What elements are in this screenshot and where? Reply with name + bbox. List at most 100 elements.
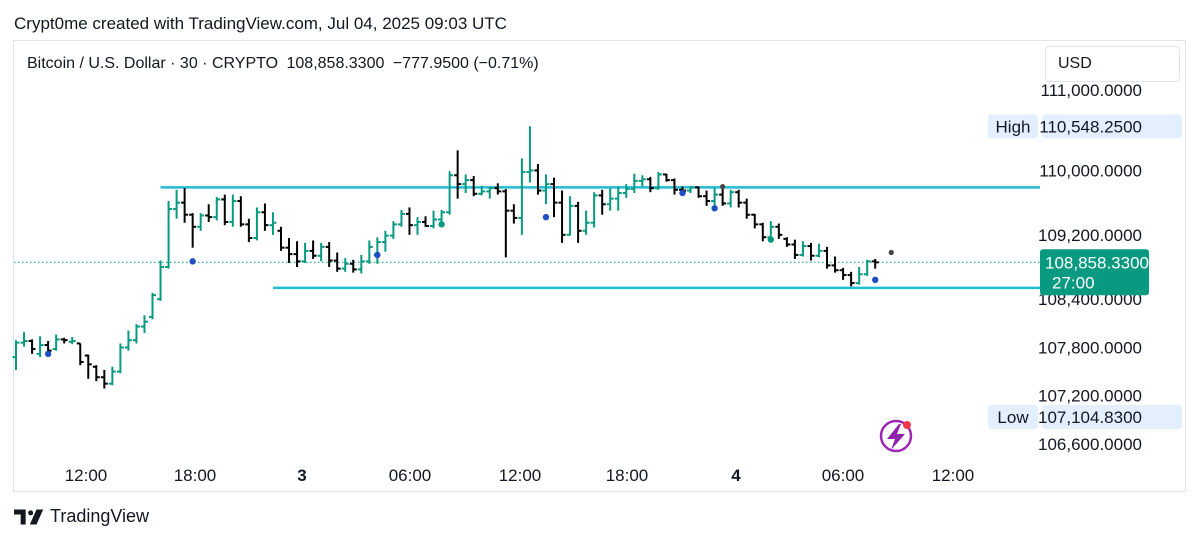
ohlc-bar[interactable] <box>245 218 253 243</box>
ohlc-bar[interactable] <box>831 256 839 273</box>
ohlc-bar[interactable] <box>20 332 28 347</box>
ohlc-bar[interactable] <box>116 343 124 374</box>
ohlc-bar[interactable] <box>783 237 791 247</box>
ohlc-bar[interactable] <box>149 292 157 320</box>
ohlc-bar[interactable] <box>518 158 526 235</box>
ohlc-bar[interactable] <box>486 186 494 199</box>
ohlc-bar[interactable] <box>815 243 823 258</box>
ohlc-bar[interactable] <box>510 204 518 224</box>
ohlc-bar[interactable] <box>863 259 871 276</box>
ohlc-bar[interactable] <box>405 207 413 235</box>
ohlc-bar[interactable] <box>807 242 815 261</box>
ohlc-bar[interactable] <box>381 230 389 252</box>
ohlc-bar[interactable] <box>181 188 189 223</box>
ohlc-bar[interactable] <box>293 241 301 267</box>
ohlc-bar[interactable] <box>534 164 542 195</box>
ohlc-bar[interactable] <box>526 126 534 183</box>
ohlc-bar[interactable] <box>855 267 863 285</box>
ohlc-bar[interactable] <box>60 337 68 344</box>
ohlc-bar[interactable] <box>574 201 582 243</box>
ohlc-bar[interactable] <box>325 242 333 267</box>
ohlc-bar[interactable] <box>124 330 132 351</box>
ohlc-bar[interactable] <box>550 177 558 218</box>
ohlc-bar[interactable] <box>317 242 325 262</box>
ohlc-bar[interactable] <box>847 271 855 287</box>
ohlc-bar[interactable] <box>68 336 76 345</box>
ohlc-bar[interactable] <box>197 213 205 231</box>
ohlc-bar[interactable] <box>454 150 462 199</box>
ohlc-bar[interactable] <box>349 259 357 273</box>
ohlc-bar[interactable] <box>389 221 397 239</box>
ohlc-bar[interactable] <box>84 354 92 379</box>
ohlc-bar[interactable] <box>157 260 165 301</box>
ohlc-bar[interactable] <box>52 334 60 351</box>
ohlc-bar[interactable] <box>341 258 349 272</box>
ohlc-bar[interactable] <box>36 336 44 358</box>
ohlc-bar[interactable] <box>622 184 630 198</box>
ohlc-bar[interactable] <box>606 188 614 211</box>
ohlc-bar[interactable] <box>630 173 638 193</box>
ohlc-bar[interactable] <box>494 183 502 195</box>
ohlc-bar[interactable] <box>12 340 20 370</box>
ohlc-bar[interactable] <box>397 209 405 227</box>
ohlc-bar[interactable] <box>791 239 799 259</box>
currency-button[interactable]: USD <box>1045 46 1180 82</box>
ohlc-bar[interactable] <box>646 176 654 193</box>
ohlc-bar[interactable] <box>558 190 566 243</box>
ohlc-bar[interactable] <box>727 189 735 208</box>
ohlc-bar[interactable] <box>743 198 751 219</box>
ohlc-bar[interactable] <box>309 240 317 259</box>
ohlc-bar[interactable] <box>213 197 221 221</box>
ohlc-bar[interactable] <box>462 174 470 193</box>
ohlc-bar[interactable] <box>301 242 309 263</box>
ohlc-bar[interactable] <box>269 212 277 235</box>
ohlc-bar[interactable] <box>422 216 430 227</box>
ohlc-bar[interactable] <box>638 175 646 187</box>
ohlc-bar[interactable] <box>132 324 140 344</box>
ohlc-bar[interactable] <box>654 172 662 190</box>
ohlc-bar[interactable] <box>140 315 148 333</box>
ohlc-bar[interactable] <box>598 189 606 215</box>
ohlc-bar[interactable] <box>759 222 767 242</box>
ohlc-bar[interactable] <box>365 240 373 264</box>
ohlc-bar[interactable] <box>92 365 100 382</box>
ohlc-bar[interactable] <box>670 178 678 195</box>
ohlc-bar[interactable] <box>735 189 743 208</box>
ohlc-bar[interactable] <box>357 254 365 274</box>
ohlc-bar[interactable] <box>76 342 84 366</box>
ohlc-bar[interactable] <box>189 213 197 248</box>
ohlc-bar[interactable] <box>470 176 478 197</box>
ohlc-bar[interactable] <box>775 223 783 239</box>
ohlc-bar[interactable] <box>502 188 510 258</box>
ohlc-bar[interactable] <box>751 213 759 229</box>
ohlc-bar[interactable] <box>165 201 173 269</box>
last-price-badge[interactable] <box>1040 249 1149 296</box>
lightning-alert-icon[interactable] <box>879 419 913 453</box>
ohlc-bar[interactable] <box>799 241 807 257</box>
ohlc-bar[interactable] <box>373 237 381 264</box>
ohlc-bar[interactable] <box>662 173 670 182</box>
ohlc-bar[interactable] <box>108 366 116 386</box>
ohlc-bar[interactable] <box>285 238 293 263</box>
ohlc-bar[interactable] <box>205 204 213 222</box>
ohlc-bar[interactable] <box>414 217 421 235</box>
ohlc-bar[interactable] <box>28 339 36 354</box>
ohlc-bar[interactable] <box>277 226 285 251</box>
ohlc-bar[interactable] <box>542 174 550 205</box>
ohlc-bar[interactable] <box>614 186 622 211</box>
ohlc-bar[interactable] <box>823 246 831 269</box>
ohlc-bar[interactable] <box>173 189 181 219</box>
ohlc-bar[interactable] <box>438 209 446 223</box>
ohlc-bar[interactable] <box>566 196 574 236</box>
ohlc-bar[interactable] <box>687 186 695 193</box>
ohlc-bar[interactable] <box>333 252 341 272</box>
ohlc-bar[interactable] <box>100 369 108 389</box>
ohlc-bar[interactable] <box>839 267 847 280</box>
ohlc-bar[interactable] <box>261 203 269 231</box>
ohlc-bar[interactable] <box>590 192 598 228</box>
ohlc-bar[interactable] <box>430 210 438 229</box>
ohlc-bar[interactable] <box>446 171 454 215</box>
ohlc-bar[interactable] <box>221 194 229 226</box>
ohlc-bar[interactable] <box>478 185 486 196</box>
